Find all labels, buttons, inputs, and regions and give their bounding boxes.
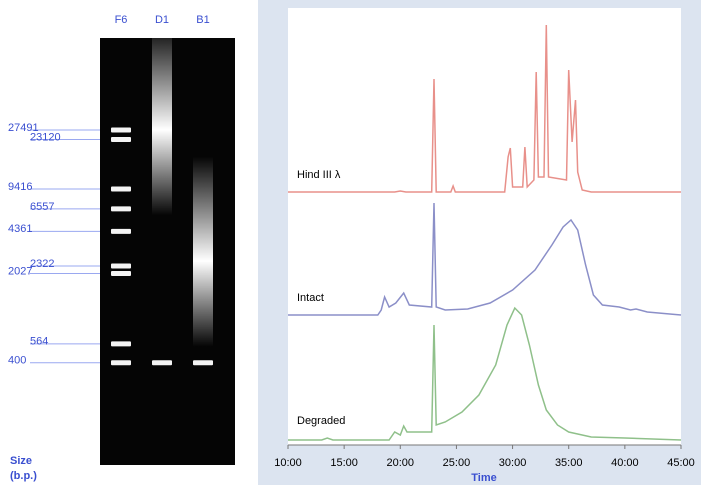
x-tick-label: 40:00 [611,457,639,469]
y-label: (b.p.) [10,470,37,482]
y-tick-label: 9416 [8,181,32,193]
band [111,270,131,276]
trace-label: Intact [297,292,324,304]
x-tick-label: 35:00 [555,457,583,469]
x-tick-label: 15:00 [330,457,358,469]
y-tick-label: 4361 [8,223,32,235]
band [111,341,131,347]
band [111,263,131,269]
y-tick-label: 2322 [30,258,54,270]
band [111,127,131,133]
band [111,360,131,366]
y-label: Size [10,455,32,467]
band [111,206,131,212]
trace-label: Hind III λ [297,169,341,181]
y-tick-label: 27491 [8,122,39,134]
lane-label: F6 [115,14,128,26]
x-tick-label: 10:00 [274,457,302,469]
band [193,360,213,366]
x-tick-label: 20:00 [387,457,415,469]
y-tick-label: 6557 [30,201,54,213]
y-tick-label: 400 [8,355,26,367]
smear [152,25,172,216]
trace [288,306,682,441]
band [152,360,172,366]
x-tick-label: 45:00 [667,457,695,469]
y-tick-label: 564 [30,336,48,348]
x-tick-label: 30:00 [499,457,527,469]
trace [288,24,681,193]
lane-label: B1 [196,14,209,26]
band [111,228,131,234]
trace-label: Degraded [297,415,345,427]
lane-label: D1 [155,14,169,26]
y-tick-label: 2027 [8,265,32,277]
y-tick-label: 23120 [30,131,61,143]
x-tick-label: 25:00 [443,457,471,469]
trace [288,202,682,316]
plot-area [288,8,681,445]
band [111,137,131,143]
band [111,186,131,192]
x-axis-title: Time [471,472,496,484]
smear [193,156,213,347]
